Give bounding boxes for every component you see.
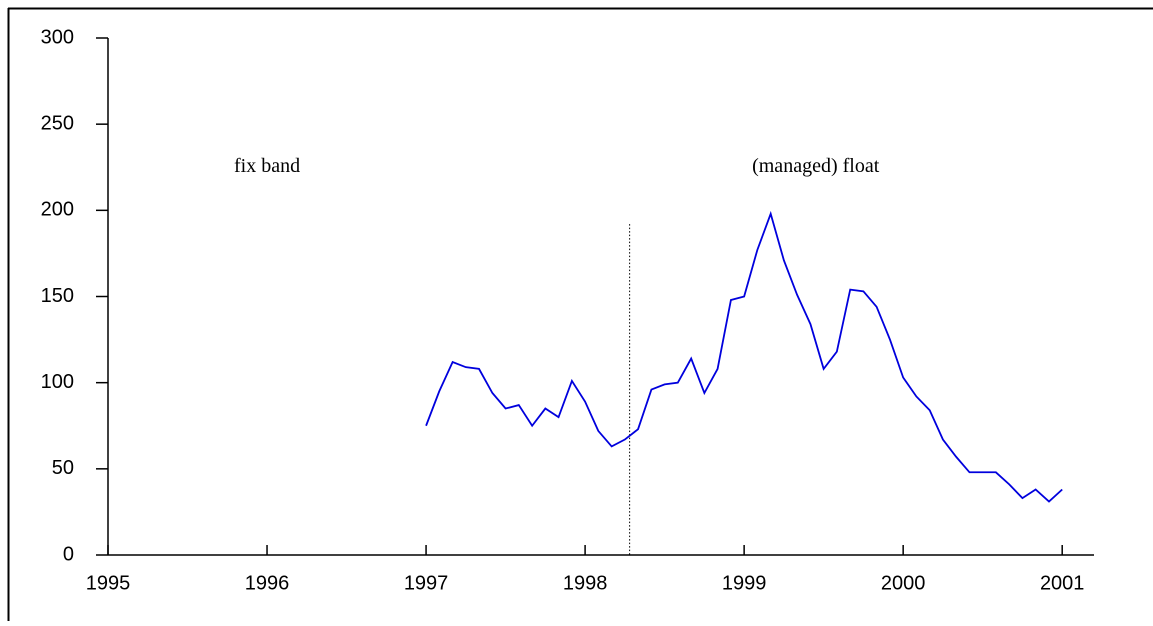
y-tick-label: 0: [63, 543, 74, 565]
y-tick-label: 150: [41, 285, 74, 307]
annotation: fix band: [234, 155, 300, 177]
x-tick-label: 1995: [86, 572, 131, 594]
y-tick-label: 200: [41, 199, 74, 221]
x-tick-label: 1999: [722, 572, 767, 594]
series-line: [425, 210, 1063, 503]
annotation: (managed) float: [752, 155, 880, 177]
x-tick-label: 1996: [245, 572, 290, 594]
x-tick-label: 2000: [881, 572, 926, 594]
x-tick-label: 1997: [404, 572, 449, 594]
y-tick-label: 250: [41, 112, 74, 134]
y-tick-label: 100: [41, 371, 74, 393]
x-tick-label: 2001: [1040, 572, 1085, 594]
y-tick-label: 300: [41, 26, 74, 48]
x-tick-label: 1998: [563, 572, 608, 594]
y-tick-label: 50: [52, 457, 74, 479]
